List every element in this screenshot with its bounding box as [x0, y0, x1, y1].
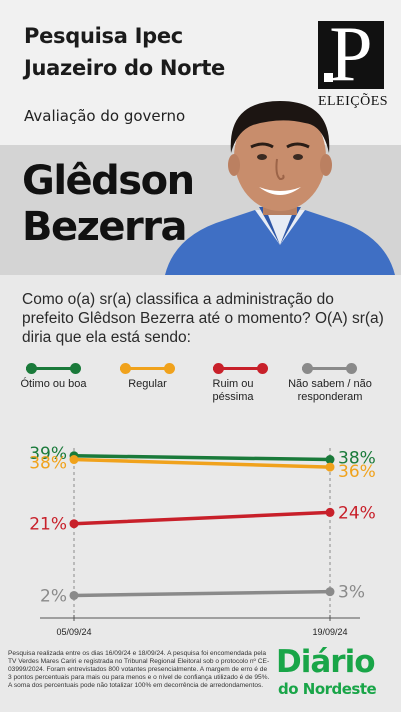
legend-dot: [302, 363, 313, 374]
survey-question: Como o(a) sr(a) classifica a administraç…: [22, 291, 384, 346]
data-point: [69, 590, 79, 600]
legend-line: [213, 367, 265, 370]
data-label: 38%: [29, 454, 67, 474]
data-point: [325, 507, 335, 517]
title-line-2: Juazeiro do Norte: [24, 56, 226, 80]
data-label: 36%: [338, 462, 376, 482]
chart-legend: Ótimo ou boa Regular Ruim ou péssima Não…: [0, 360, 401, 410]
diario-do-nordeste-logo: Diário do Nordeste: [276, 644, 396, 704]
series-line: [72, 457, 332, 469]
legend-dot: [120, 363, 131, 374]
series-line: [72, 454, 332, 462]
data-label: 21%: [29, 515, 67, 535]
logo-box: P: [318, 15, 384, 93]
legend-label: Ótimo ou boa: [20, 378, 87, 390]
legend-dot: [346, 363, 357, 374]
legend-dot: [70, 363, 81, 374]
eleicoes-logo: P ELEIÇÕES: [316, 15, 390, 113]
methodology-footnote: Pesquisa realizada entre os dias 16/09/2…: [8, 650, 270, 689]
legend-dot: [164, 363, 175, 374]
line-chart: 05/09/24 19/09/24 39% 38% 38% 36% 21% 24% 2% 3%: [0, 440, 401, 640]
data-label: 3%: [338, 583, 365, 603]
data-point: [69, 519, 79, 529]
title-line-1: Pesquisa Ipec: [24, 24, 183, 48]
legend-line: [302, 367, 354, 370]
brand-main: Diário: [276, 644, 375, 680]
legend-label: Regular: [128, 378, 167, 390]
candidate-last-name: Bezerra: [22, 204, 187, 250]
logo-word: ELEIÇÕES: [317, 94, 389, 109]
legend-line: [120, 367, 172, 370]
candidate-photo: [165, 101, 395, 275]
header-panel: Pesquisa Ipec Juazeiro do Norte Avaliaçã…: [0, 0, 401, 145]
logo-letter: P: [329, 10, 373, 97]
x-tick-label: 05/09/24: [56, 627, 91, 637]
brand-sub: do Nordeste: [278, 680, 377, 698]
data-label: 39%: [29, 444, 67, 464]
data-point: [69, 455, 79, 465]
data-label: 2%: [40, 586, 67, 606]
legend-label: Não sabem / não responderam: [288, 378, 372, 403]
data-point: [325, 455, 335, 465]
series-line: [72, 510, 332, 526]
legend-dot: [257, 363, 268, 374]
legend-dot: [213, 363, 224, 374]
legend-line: [26, 367, 78, 370]
legend-dot: [26, 363, 37, 374]
subtitle: Avaliação do governo: [24, 107, 186, 125]
logo-dot: [324, 73, 333, 82]
x-tick-label: 19/09/24: [312, 627, 347, 637]
data-label: 38%: [338, 449, 376, 469]
candidate-first-name: Glêdson: [22, 158, 195, 204]
data-label: 24%: [338, 503, 376, 523]
data-point: [325, 587, 335, 597]
legend-label: Ruim ou péssima: [212, 378, 254, 403]
data-point: [325, 462, 335, 472]
series-line: [72, 589, 332, 598]
